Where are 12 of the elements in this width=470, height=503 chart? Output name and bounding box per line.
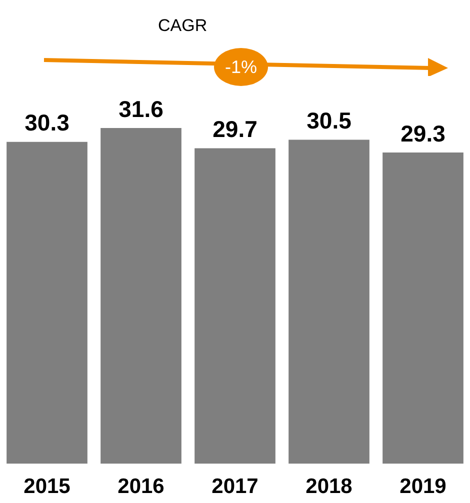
data-label: 29.7 (212, 116, 258, 142)
data-label: 29.3 (400, 120, 446, 146)
x-tick-label: 2015 (24, 475, 71, 498)
data-label: 30.3 (24, 110, 70, 136)
x-tick-label: 2018 (306, 475, 353, 498)
x-tick-label: 2017 (212, 475, 258, 498)
data-label: 31.6 (118, 96, 164, 122)
x-tick-label: 2019 (400, 475, 446, 498)
text: CAGR (158, 16, 208, 36)
oval-badge: -1% (214, 48, 268, 86)
x-tick-label: 2016 (118, 475, 164, 498)
data-label: 30.5 (306, 108, 352, 134)
